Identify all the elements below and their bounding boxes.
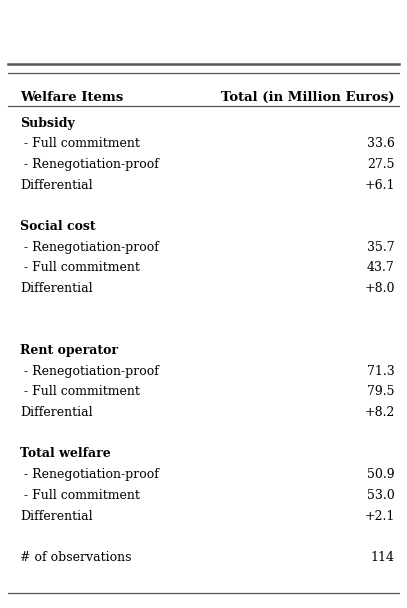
Text: Differential: Differential [20,179,93,192]
Text: - Renegotiation-proof: - Renegotiation-proof [20,468,159,481]
Text: Social cost: Social cost [20,220,96,233]
Text: - Renegotiation-proof: - Renegotiation-proof [20,365,159,378]
Text: Differential: Differential [20,406,93,419]
Text: 27.5: 27.5 [367,158,395,171]
Text: - Full commitment: - Full commitment [20,385,140,398]
Text: +2.1: +2.1 [364,510,395,522]
Text: 43.7: 43.7 [367,261,395,274]
Text: Welfare Items: Welfare Items [20,91,124,104]
Text: Rent operator: Rent operator [20,344,118,357]
Text: +6.1: +6.1 [364,179,395,192]
Text: - Full commitment: - Full commitment [20,489,140,502]
Text: +8.2: +8.2 [364,406,395,419]
Text: 33.6: 33.6 [367,137,395,150]
Text: - Renegotiation-proof: - Renegotiation-proof [20,241,159,254]
Text: # of observations: # of observations [20,551,132,564]
Text: 114: 114 [371,551,395,564]
Text: 71.3: 71.3 [367,365,395,378]
Text: 53.0: 53.0 [367,489,395,502]
Text: - Full commitment: - Full commitment [20,137,140,150]
Text: Subsidy: Subsidy [20,117,75,130]
Text: - Full commitment: - Full commitment [20,261,140,274]
Text: Differential: Differential [20,282,93,295]
Text: 35.7: 35.7 [367,241,395,254]
Text: Differential: Differential [20,510,93,522]
Text: +8.0: +8.0 [364,282,395,295]
Text: - Renegotiation-proof: - Renegotiation-proof [20,158,159,171]
Text: 50.9: 50.9 [367,468,395,481]
Text: 79.5: 79.5 [367,385,395,398]
Text: Total welfare: Total welfare [20,447,111,460]
Text: Total (in Million Euros): Total (in Million Euros) [221,91,395,104]
